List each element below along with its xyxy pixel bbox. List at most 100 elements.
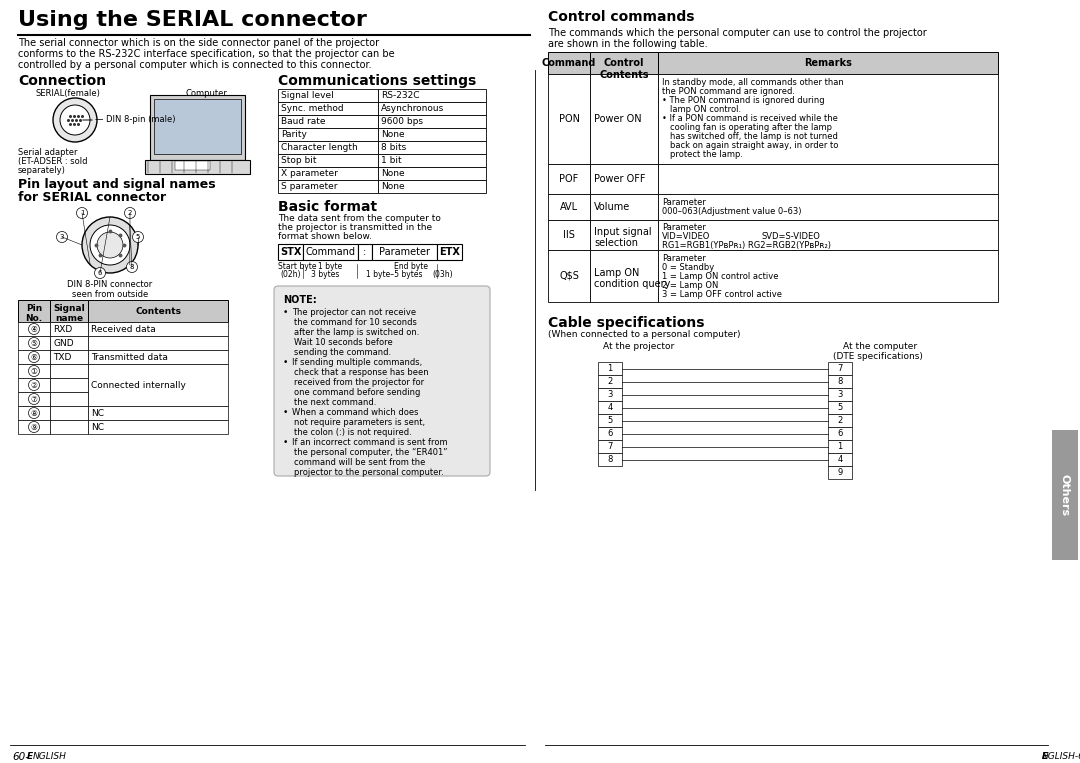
Text: ETX: ETX <box>440 247 460 257</box>
Text: ⑨: ⑨ <box>30 423 38 432</box>
Bar <box>145 160 249 174</box>
Text: Baud rate: Baud rate <box>281 117 325 126</box>
Text: conforms to the RS-232C interface specification, so that the projector can be: conforms to the RS-232C interface specif… <box>18 49 394 59</box>
Text: format shown below.: format shown below. <box>278 232 372 241</box>
Bar <box>658 74 998 164</box>
Text: At the computer: At the computer <box>843 342 917 351</box>
Text: •: • <box>283 358 288 367</box>
Bar <box>50 420 87 434</box>
Bar <box>590 164 658 194</box>
Text: for SERIAL connector: for SERIAL connector <box>18 191 166 204</box>
Text: NC: NC <box>91 423 104 432</box>
Bar <box>18 392 50 406</box>
Bar <box>87 336 228 350</box>
Bar <box>50 350 87 364</box>
Text: The serial connector which is on the side connector panel of the projector: The serial connector which is on the sid… <box>18 38 379 48</box>
Bar <box>598 388 622 401</box>
Bar <box>378 180 486 193</box>
Text: •: • <box>283 308 288 317</box>
Bar <box>828 362 852 375</box>
Bar <box>598 414 622 427</box>
Text: Q$S: Q$S <box>559 271 579 281</box>
Bar <box>378 154 486 167</box>
Text: Command: Command <box>306 247 355 257</box>
Text: 2: 2 <box>127 210 132 216</box>
Text: ⑤: ⑤ <box>30 339 38 347</box>
Text: sending the command.: sending the command. <box>294 348 391 357</box>
Text: 0 = Standby: 0 = Standby <box>662 263 714 272</box>
Bar <box>154 99 241 154</box>
Text: Sync. method: Sync. method <box>281 104 343 113</box>
Text: DIN 8-PIN connector: DIN 8-PIN connector <box>67 280 152 289</box>
Bar <box>598 440 622 453</box>
Text: VID=VIDEO: VID=VIDEO <box>662 232 711 241</box>
Bar <box>598 427 622 440</box>
Text: command will be sent from the: command will be sent from the <box>294 458 426 467</box>
Bar <box>828 414 852 427</box>
Bar <box>437 244 462 260</box>
Text: STX: STX <box>280 247 301 257</box>
Text: 2: 2 <box>837 416 842 425</box>
Circle shape <box>56 231 67 243</box>
Text: Parameter: Parameter <box>662 223 706 232</box>
Text: If sending multiple commands,: If sending multiple commands, <box>292 358 422 367</box>
Bar <box>590 220 658 250</box>
Text: Lamp ON: Lamp ON <box>594 268 639 278</box>
Bar <box>278 167 378 180</box>
Text: received from the projector for: received from the projector for <box>294 378 424 387</box>
Text: X parameter: X parameter <box>281 169 338 178</box>
Text: Parity: Parity <box>281 130 307 139</box>
Text: The projector can not receive: The projector can not receive <box>292 308 416 317</box>
Bar <box>150 95 245 160</box>
Bar <box>598 401 622 414</box>
Text: If an incorrect command is sent from: If an incorrect command is sent from <box>292 438 447 447</box>
Text: Power OFF: Power OFF <box>594 174 646 184</box>
Text: the colon (:) is not required.: the colon (:) is not required. <box>294 428 411 437</box>
Bar <box>658 220 998 250</box>
Text: (02h): (02h) <box>280 270 300 279</box>
Bar <box>372 244 437 260</box>
Bar <box>303 244 357 260</box>
Text: separately): separately) <box>18 166 66 175</box>
Text: RG1=RGB1(YPʙPʀ₁) RG2=RGB2(YPʙPʀ₂): RG1=RGB1(YPʙPʀ₁) RG2=RGB2(YPʙPʀ₂) <box>662 241 831 250</box>
Text: Start byte: Start byte <box>278 262 316 271</box>
Text: TXD: TXD <box>53 353 71 362</box>
Bar <box>87 364 228 406</box>
Text: GND: GND <box>53 339 73 347</box>
Text: Basic format: Basic format <box>278 200 377 214</box>
Bar <box>548 74 590 164</box>
Text: ①: ① <box>30 366 38 375</box>
Text: Cable specifications: Cable specifications <box>548 316 704 330</box>
Text: 1 = Lamp ON control active: 1 = Lamp ON control active <box>662 272 779 281</box>
Text: E: E <box>27 752 33 761</box>
Bar <box>548 164 590 194</box>
Bar <box>50 406 87 420</box>
Circle shape <box>28 352 40 362</box>
Text: Input signal: Input signal <box>594 227 651 237</box>
Text: 5: 5 <box>607 416 612 425</box>
Text: Command: Command <box>542 58 596 68</box>
Bar <box>658 194 998 220</box>
Text: 1: 1 <box>607 364 612 373</box>
Text: Parameter: Parameter <box>662 254 706 263</box>
Bar <box>378 167 486 180</box>
Bar <box>378 89 486 102</box>
Text: Parameter: Parameter <box>662 198 706 207</box>
Text: (When connected to a personal computer): (When connected to a personal computer) <box>548 330 741 339</box>
Bar <box>18 406 50 420</box>
Bar <box>278 244 303 260</box>
Text: 3 bytes: 3 bytes <box>311 270 339 279</box>
Bar <box>598 375 622 388</box>
Text: 8: 8 <box>837 377 842 386</box>
Text: 5: 5 <box>837 403 842 412</box>
Bar <box>278 154 378 167</box>
Bar <box>278 128 378 141</box>
Text: Power ON: Power ON <box>594 114 642 124</box>
Circle shape <box>28 421 40 433</box>
Bar <box>548 250 590 302</box>
Text: When a command which does: When a command which does <box>292 408 419 417</box>
Bar <box>18 336 50 350</box>
Text: POF: POF <box>559 174 579 184</box>
Bar <box>278 102 378 115</box>
Text: the next command.: the next command. <box>294 398 376 407</box>
